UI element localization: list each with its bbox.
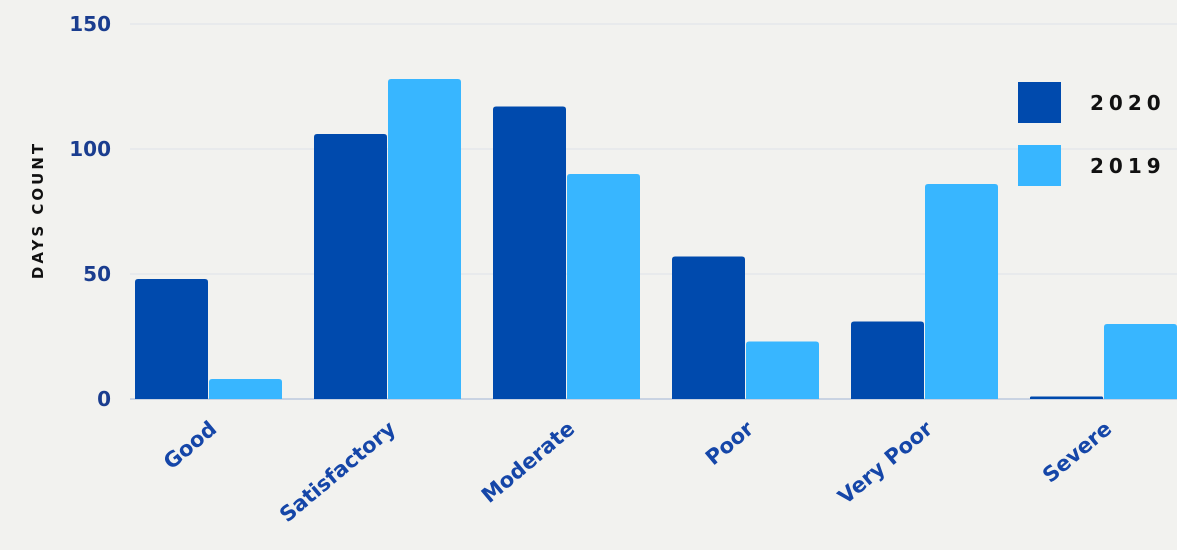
- x-tick-label: Poor: [701, 416, 759, 470]
- y-tick-label: 100: [69, 137, 111, 161]
- x-tick-label: Severe: [1038, 416, 1116, 487]
- bar-2020-poor: [672, 256, 745, 399]
- y-tick-label: 50: [83, 262, 111, 286]
- x-tick-label: Very Poor: [833, 416, 937, 509]
- bar-2019-satisfactory: [388, 79, 461, 399]
- x-tick-label: Moderate: [477, 416, 579, 507]
- bar-2020-severe: [1030, 396, 1103, 399]
- bar-2020-satisfactory: [314, 134, 387, 399]
- x-tick-label: Satisfactory: [275, 416, 400, 527]
- x-axis-labels: Good Satisfactory Moderate Poor Very Poor Sev…: [159, 416, 1116, 527]
- legend: 2020 2019: [1018, 82, 1166, 186]
- bar-2019-poor: [746, 341, 819, 399]
- gridlines: [130, 23, 1177, 400]
- legend-swatch-2019: [1018, 145, 1061, 186]
- y-tick-label: 0: [97, 387, 111, 411]
- legend-label-2019: 2019: [1090, 154, 1166, 178]
- bar-2019-very-poor: [925, 184, 998, 399]
- bar-2020-good: [135, 279, 208, 399]
- legend-swatch-2020: [1018, 82, 1061, 123]
- bar-2019-moderate: [567, 174, 640, 399]
- legend-label-2020: 2020: [1090, 91, 1166, 115]
- y-tick-label: 150: [69, 12, 111, 36]
- bar-2020-very-poor: [851, 321, 924, 399]
- bars: [135, 79, 1177, 399]
- y-axis-ticks: 0 50 100 150: [69, 12, 111, 411]
- bar-2019-severe: [1104, 324, 1177, 399]
- y-axis-title: DAYS COUNT: [29, 141, 47, 279]
- bar-2020-moderate: [493, 106, 566, 399]
- bar-2019-good: [209, 379, 282, 399]
- x-tick-label: Good: [159, 416, 221, 474]
